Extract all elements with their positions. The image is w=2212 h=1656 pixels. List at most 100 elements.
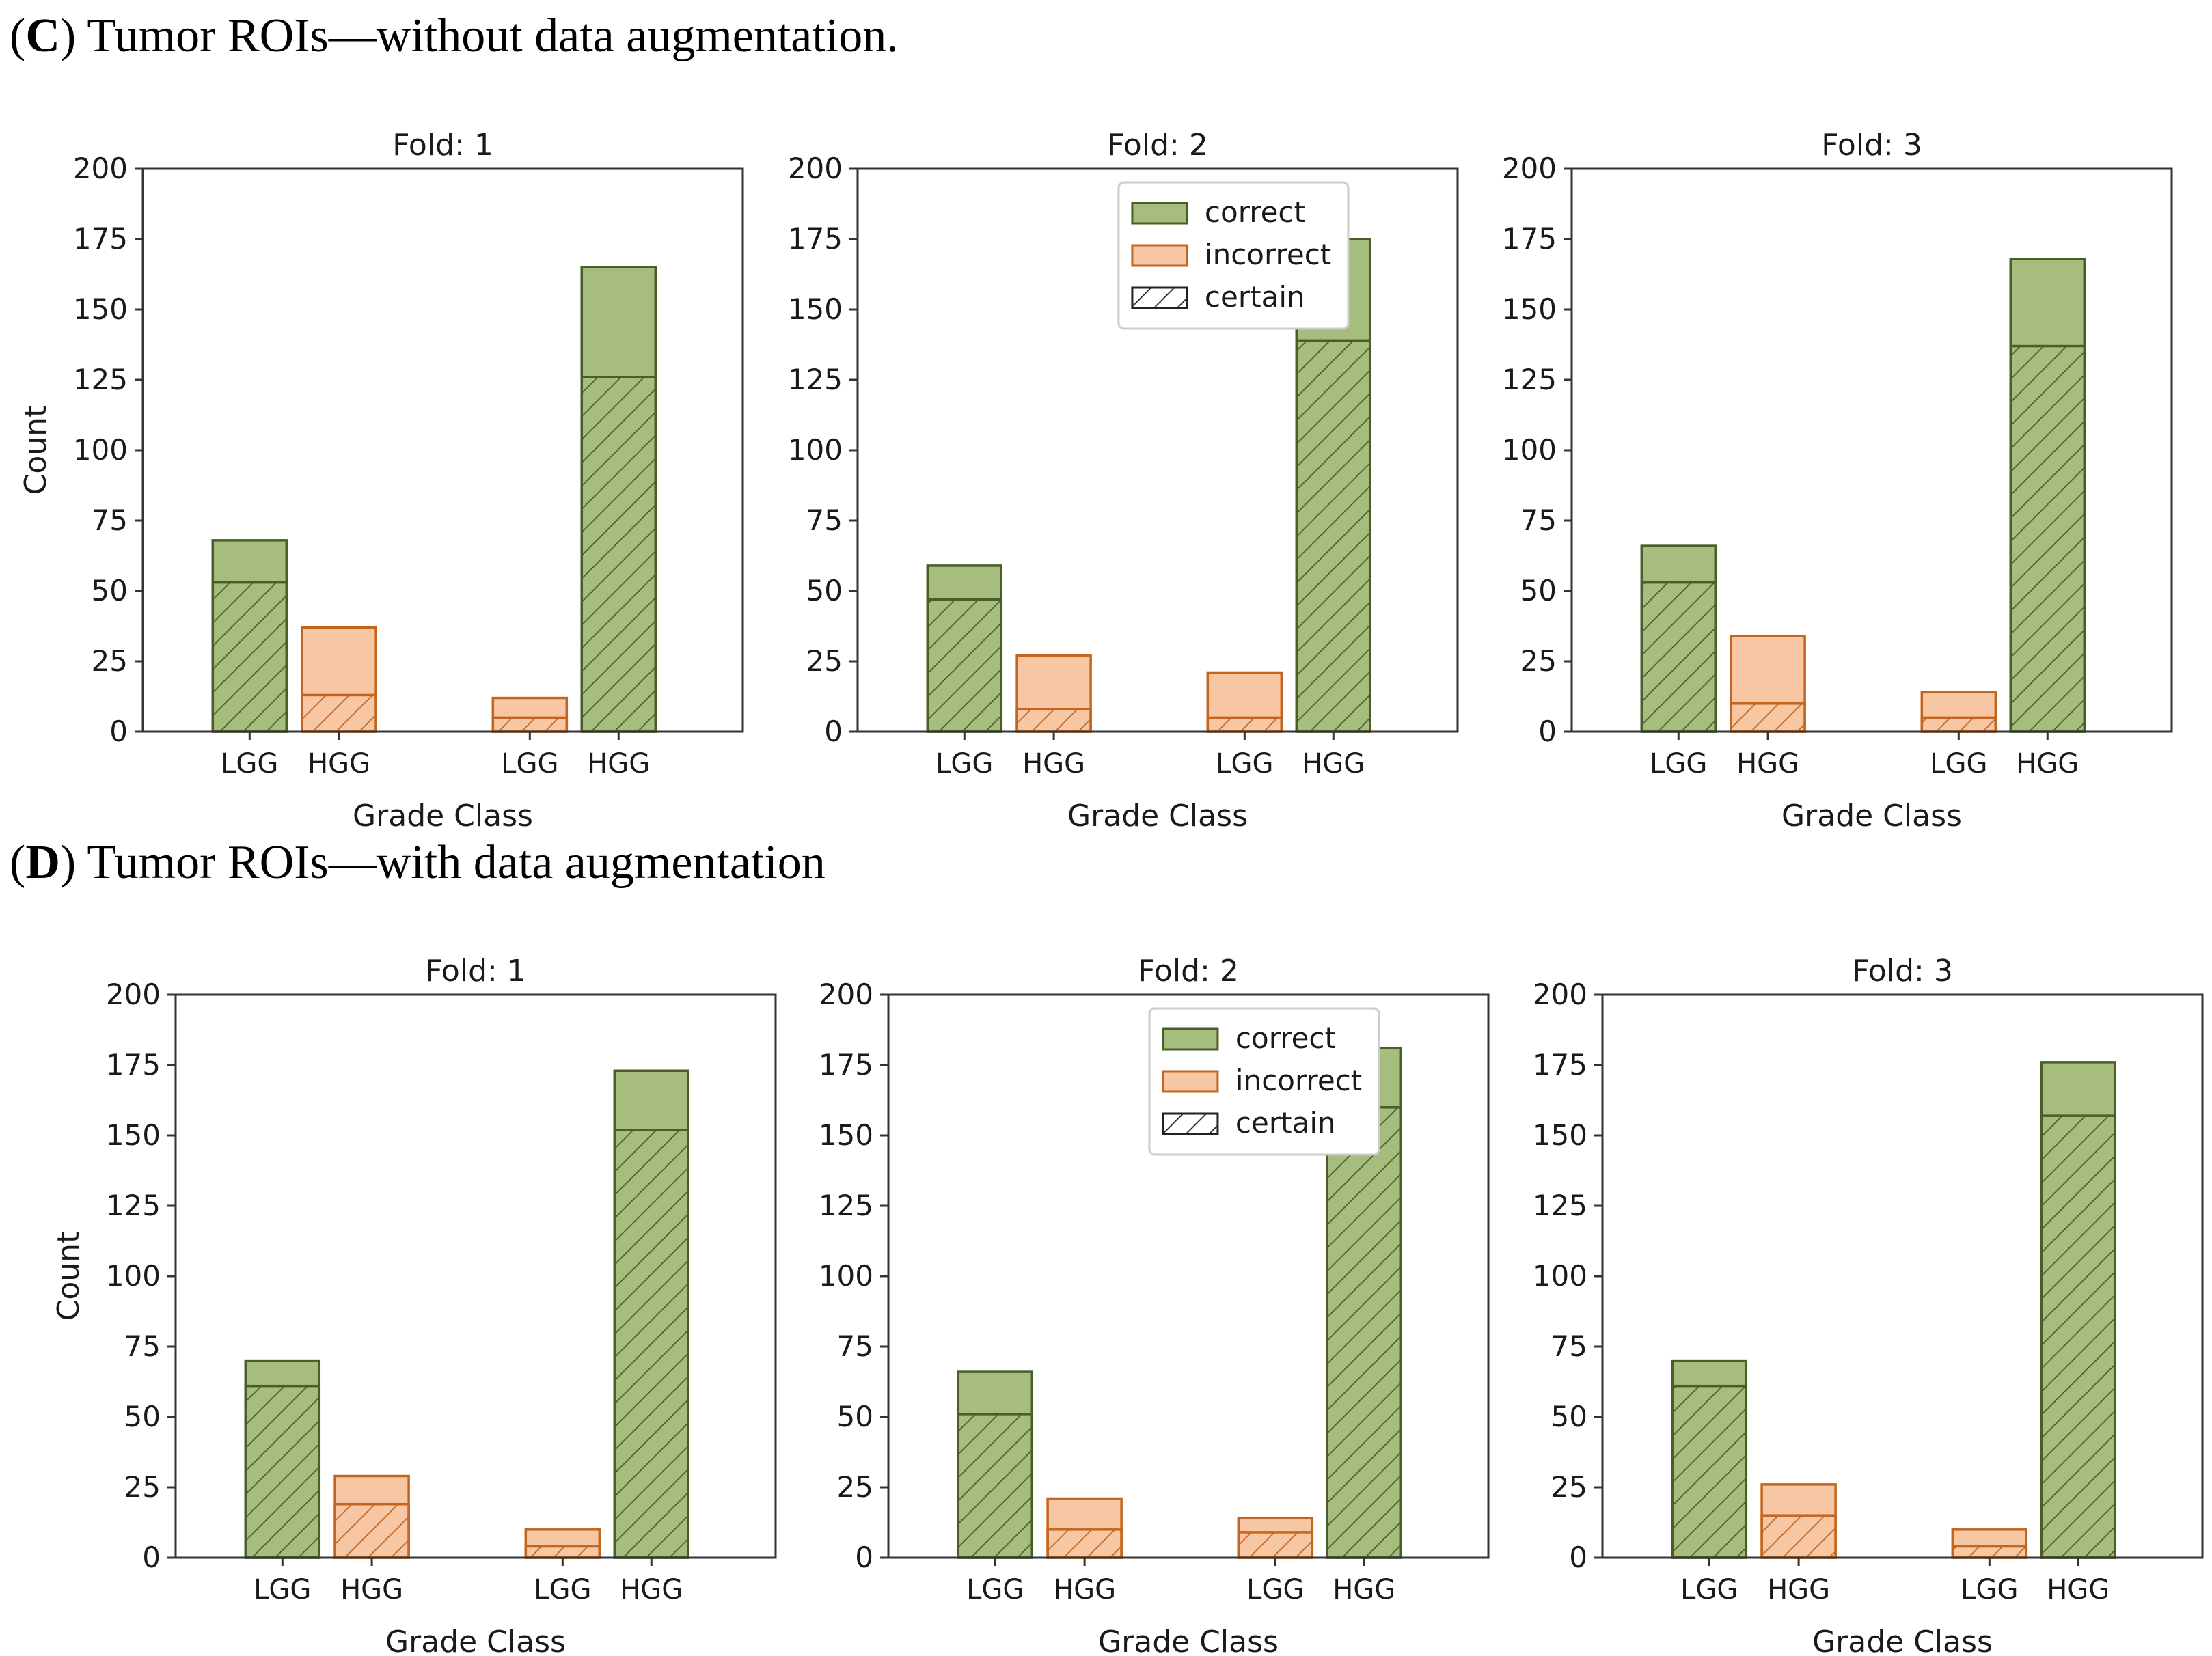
certain-bar-hgg <box>301 693 377 733</box>
x-tick-label: HGG <box>340 1574 403 1605</box>
y-tick-label: 0 <box>142 1541 161 1574</box>
certain-bar-hgg <box>1326 1106 1403 1559</box>
chart-d-fold-3: Fold: 3 LGG HGG LGG HGG 0 25 50 75 100 125 150 175 20… <box>1533 954 2204 1656</box>
y-tick-label: 0 <box>1538 715 1557 748</box>
chart-d-fold-2: Fold: 2 LGG HGG LGG HGG 0 25 50 75 100 125 150 175 20… <box>819 954 1490 1656</box>
certain-bar-hgg <box>613 1129 690 1559</box>
x-tick-label: HGG <box>587 748 650 779</box>
y-tick-label: 75 <box>837 1329 873 1363</box>
y-tick-label: 200 <box>1533 978 1587 1011</box>
x-tick-label: LGG <box>534 1574 591 1605</box>
y-tick-label: 175 <box>1502 222 1557 256</box>
y-tick-label: 25 <box>837 1470 873 1504</box>
y-tick-label: 50 <box>1520 574 1557 607</box>
y-tick-label: 125 <box>819 1189 873 1222</box>
y-tick-label: 75 <box>1551 1329 1587 1363</box>
x-tick-label: HGG <box>1302 748 1365 779</box>
x-axis-label: Grade Class <box>385 1625 566 1656</box>
chart-title: Fold: 1 <box>392 128 493 163</box>
certain-bar-hgg <box>1046 1528 1123 1559</box>
panel-d-title: Tumor ROIs—with data augmentation <box>87 836 825 889</box>
y-tick-label: 200 <box>819 978 873 1011</box>
x-tick-label: LGG <box>966 1574 1024 1605</box>
y-tick-label: 50 <box>124 1400 161 1433</box>
x-tick-label: HGG <box>1333 1574 1395 1605</box>
y-tick-label: 25 <box>92 644 128 678</box>
legend-swatch-correct <box>1131 202 1188 225</box>
legend-swatch-certain <box>1131 286 1188 309</box>
panel-c-heading: (C) Tumor ROIs—without data augmentation… <box>10 10 899 62</box>
y-tick-label: 75 <box>124 1329 161 1363</box>
x-tick-label: LGG <box>936 748 993 779</box>
y-tick-label: 25 <box>1551 1470 1587 1504</box>
y-tick-label: 200 <box>106 978 161 1011</box>
y-tick-label: 125 <box>1533 1189 1587 1222</box>
y-tick-label: 125 <box>788 363 843 396</box>
y-tick-label: 100 <box>73 433 128 467</box>
x-tick-label: LGG <box>1930 748 1987 779</box>
chart-title: Fold: 3 <box>1821 128 1922 163</box>
certain-bar-lgg <box>1640 581 1717 733</box>
y-tick-label: 150 <box>1533 1118 1587 1152</box>
certain-bar-hgg <box>1295 339 1372 733</box>
chart-c-fold-1: Fold: 1 LGG HGG LGG HGG 0 25 50 75 100 125 150 175 20… <box>18 128 744 833</box>
y-tick-label: 25 <box>1520 644 1557 678</box>
y-tick-label: 150 <box>819 1118 873 1152</box>
panel-d-heading: (D) Tumor ROIs—with data augmentation <box>10 836 825 889</box>
certain-bar-hgg <box>333 1502 410 1559</box>
x-tick-label: LGG <box>221 748 278 779</box>
y-tick-label: 175 <box>73 222 128 256</box>
y-axis-label: Count <box>18 406 53 495</box>
y-tick-label: 75 <box>806 503 843 537</box>
y-tick-label: 200 <box>73 152 128 185</box>
panel-c-letter: C <box>25 10 60 62</box>
legend-swatch-certain <box>1162 1112 1219 1135</box>
x-tick-label: LGG <box>254 1574 311 1605</box>
y-tick-label: 150 <box>73 292 128 326</box>
certain-bar-lgg <box>1206 716 1283 733</box>
panel-d-letter: D <box>25 836 60 889</box>
x-tick-label: LGG <box>1246 1574 1304 1605</box>
y-tick-label: 200 <box>1502 152 1557 185</box>
x-tick-label: HGG <box>1022 748 1085 779</box>
certain-bar-hgg <box>1730 702 1806 733</box>
y-tick-label: 100 <box>106 1259 161 1293</box>
y-tick-label: 150 <box>788 292 843 326</box>
y-tick-label: 100 <box>1533 1259 1587 1293</box>
y-tick-label: 150 <box>1502 292 1557 326</box>
x-axis-label: Grade Class <box>1812 1625 1993 1656</box>
y-tick-label: 25 <box>806 644 843 678</box>
certain-bar-lgg <box>244 1384 321 1559</box>
certain-bar-lgg <box>1671 1384 1748 1559</box>
y-tick-label: 200 <box>788 152 843 185</box>
x-tick-label: LGG <box>1961 1574 2018 1605</box>
legend-label-correct: correct <box>1235 1021 1336 1055</box>
y-tick-label: 50 <box>1551 1400 1587 1433</box>
chart-d-fold-1: Fold: 1 LGG HGG LGG HGG 0 25 50 75 100 125 150 175 20… <box>51 954 777 1656</box>
y-tick-label: 0 <box>109 715 128 748</box>
x-axis-label: Grade Class <box>1067 799 1248 833</box>
chart-title: Fold: 2 <box>1138 954 1239 989</box>
x-axis-label: Grade Class <box>1098 1625 1279 1656</box>
y-tick-label: 175 <box>819 1048 873 1081</box>
y-tick-label: 0 <box>1569 1541 1587 1574</box>
x-tick-label: LGG <box>1216 748 1273 779</box>
certain-bar-lgg <box>1920 716 1997 733</box>
certain-bar-hgg <box>1015 708 1092 733</box>
x-tick-label: LGG <box>1650 748 1707 779</box>
y-tick-label: 50 <box>806 574 843 607</box>
x-tick-label: HGG <box>1767 1574 1830 1605</box>
certain-bar-lgg <box>957 1413 1034 1559</box>
y-tick-label: 125 <box>73 363 128 396</box>
chart-title: Fold: 1 <box>425 954 526 989</box>
y-tick-label: 175 <box>1533 1048 1587 1081</box>
legend: correct incorrect certain <box>1117 181 1350 330</box>
y-tick-label: 100 <box>819 1259 873 1293</box>
certain-bar-hgg <box>1760 1514 1837 1559</box>
chart-c-fold-2: Fold: 2 LGG HGG LGG HGG 0 25 50 75 100 125 150 175 20… <box>788 128 1459 833</box>
y-tick-label: 100 <box>788 433 843 467</box>
y-tick-label: 75 <box>1520 503 1557 537</box>
x-tick-label: LGG <box>1680 1574 1738 1605</box>
certain-bar-lgg <box>491 716 569 733</box>
y-axis-label: Count <box>51 1232 86 1321</box>
